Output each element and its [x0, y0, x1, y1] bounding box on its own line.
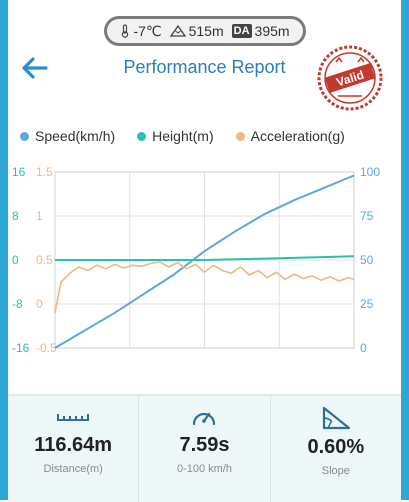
thermometer-icon	[122, 24, 129, 38]
frame-left-edge	[0, 0, 8, 500]
accel-axis-tick-label: 0.5	[36, 253, 53, 267]
performance-chart: 16 8 0 -8 -16 1.5 1 0.5 0 -0.5 100 75 50 25 0	[12, 165, 380, 355]
stat-slope-label: Slope	[321, 465, 350, 477]
legend-swatch-speed	[20, 131, 29, 141]
speed-axis-tick-label: 25	[360, 297, 374, 311]
altitude-chip: 515m	[169, 23, 224, 39]
stat-slope-value: 0.60%	[307, 436, 365, 458]
stat-acceleration-time-label: 0-100 km/h	[176, 463, 232, 475]
legend-label-speed: Speed(km/h)	[35, 128, 116, 144]
legend-label-height: Height(m)	[152, 128, 214, 144]
page-title: Performance Report	[123, 57, 286, 77]
speed-axis-tick-label: 75	[360, 209, 374, 223]
density-altitude-chip: DA 395m	[231, 23, 290, 39]
height-axis-tick-label: -16	[12, 341, 30, 355]
frame-right-edge	[401, 0, 409, 500]
slope-icon	[322, 406, 350, 430]
chart-legend: Speed(km/h) Height(m) Acceleration(g)	[20, 128, 345, 144]
series-line-speed	[54, 174, 355, 349]
arrow-left-icon	[22, 57, 48, 79]
stats-panel: 116.64m Distance(m) 7.59s 0-100 km/h 0.6…	[8, 394, 401, 502]
height-axis-tick-label: -8	[12, 297, 23, 311]
valid-stamp: Valid	[317, 45, 383, 111]
legend-swatch-height	[137, 131, 147, 141]
series-line-height	[55, 255, 355, 261]
density-altitude-value: 395m	[254, 23, 290, 39]
temperature-chip: -7℃	[120, 22, 162, 40]
stat-distance-label: Distance(m)	[43, 463, 103, 475]
speed-axis-tick-label: 50	[360, 253, 374, 267]
legend-item-height[interactable]: Height(m)	[137, 128, 214, 144]
accel-axis-tick-label: 1	[36, 209, 43, 223]
da-badge: DA	[231, 24, 252, 38]
height-axis-tick-label: 0	[12, 253, 19, 267]
series-line-acceleration	[54, 261, 355, 313]
mountain-icon	[169, 25, 186, 37]
stat-distance-value: 116.64m	[34, 434, 113, 456]
legend-swatch-acceleration	[235, 131, 245, 141]
stat-acceleration-time: 7.59s 0-100 km/h	[139, 396, 271, 502]
height-axis-tick-label: 16	[12, 165, 26, 179]
conditions-pill: -7℃ 515m DA 395m	[104, 16, 306, 46]
stat-acceleration-time-value: 7.59s	[179, 434, 230, 456]
speed-axis-tick-label: 100	[360, 165, 380, 179]
ruler-icon	[57, 414, 90, 421]
legend-item-speed[interactable]: Speed(km/h)	[20, 128, 115, 144]
accel-axis-tick-label: 0	[36, 297, 43, 311]
stat-slope: 0.60% Slope	[271, 396, 401, 502]
altitude-value: 515m	[188, 23, 224, 39]
accel-axis-tick-label: -0.5	[36, 341, 57, 355]
speedometer-icon	[193, 412, 216, 426]
speed-axis-tick-label: 0	[360, 341, 367, 355]
legend-item-acceleration[interactable]: Acceleration(g)	[235, 128, 345, 144]
temperature-value: -7℃	[133, 22, 162, 39]
legend-label-acceleration: Acceleration(g)	[250, 128, 345, 144]
accel-axis-tick-label: 1.5	[36, 165, 53, 179]
height-axis-tick-label: 8	[12, 209, 19, 223]
back-button[interactable]	[18, 52, 50, 84]
stat-distance: 116.64m Distance(m)	[8, 396, 140, 502]
